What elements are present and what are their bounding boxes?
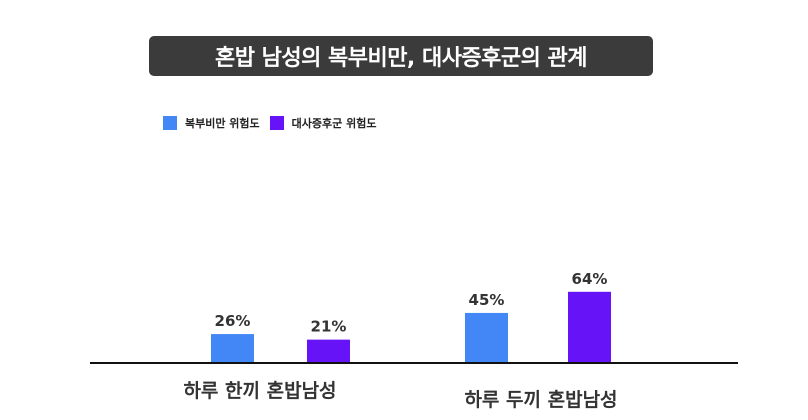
legend: 복부비만 위험도 대사증후군 위험도	[163, 115, 376, 131]
x-tick-label-0: 하루 한끼 혼밥남성	[183, 379, 336, 402]
data-label-metabolic-syndrome-1: 64%	[572, 270, 608, 288]
x-tick-label-1: 하루 두끼 혼밥남성	[464, 388, 617, 411]
legend-item-metabolic-syndrome: 대사증후군 위험도	[269, 115, 377, 131]
data-label-abdominal-obesity-1: 45%	[469, 291, 505, 309]
chart-title: 혼밥 남성의 복부비만, 대사증후군의 관계	[214, 46, 588, 71]
bar-abdominal-obesity-1	[465, 312, 508, 363]
legend-item-abdominal-obesity: 복부비만 위험도	[163, 115, 260, 131]
bar-metabolic-syndrome-1	[568, 291, 611, 363]
legend-label-metabolic-syndrome: 대사증후군 위험도	[291, 117, 377, 130]
data-label-abdominal-obesity-0: 26%	[215, 312, 251, 330]
legend-label-abdominal-obesity: 복부비만 위험도	[185, 117, 260, 130]
bar-abdominal-obesity-0	[211, 334, 254, 363]
legend-swatch-abdominal-obesity	[163, 116, 177, 130]
data-label-metabolic-syndrome-0: 21%	[311, 318, 347, 336]
bar-metabolic-syndrome-0	[307, 339, 350, 363]
chart-title-box: 혼밥 남성의 복부비만, 대사증후군의 관계	[149, 36, 653, 76]
legend-swatch-metabolic-syndrome	[269, 116, 284, 130]
